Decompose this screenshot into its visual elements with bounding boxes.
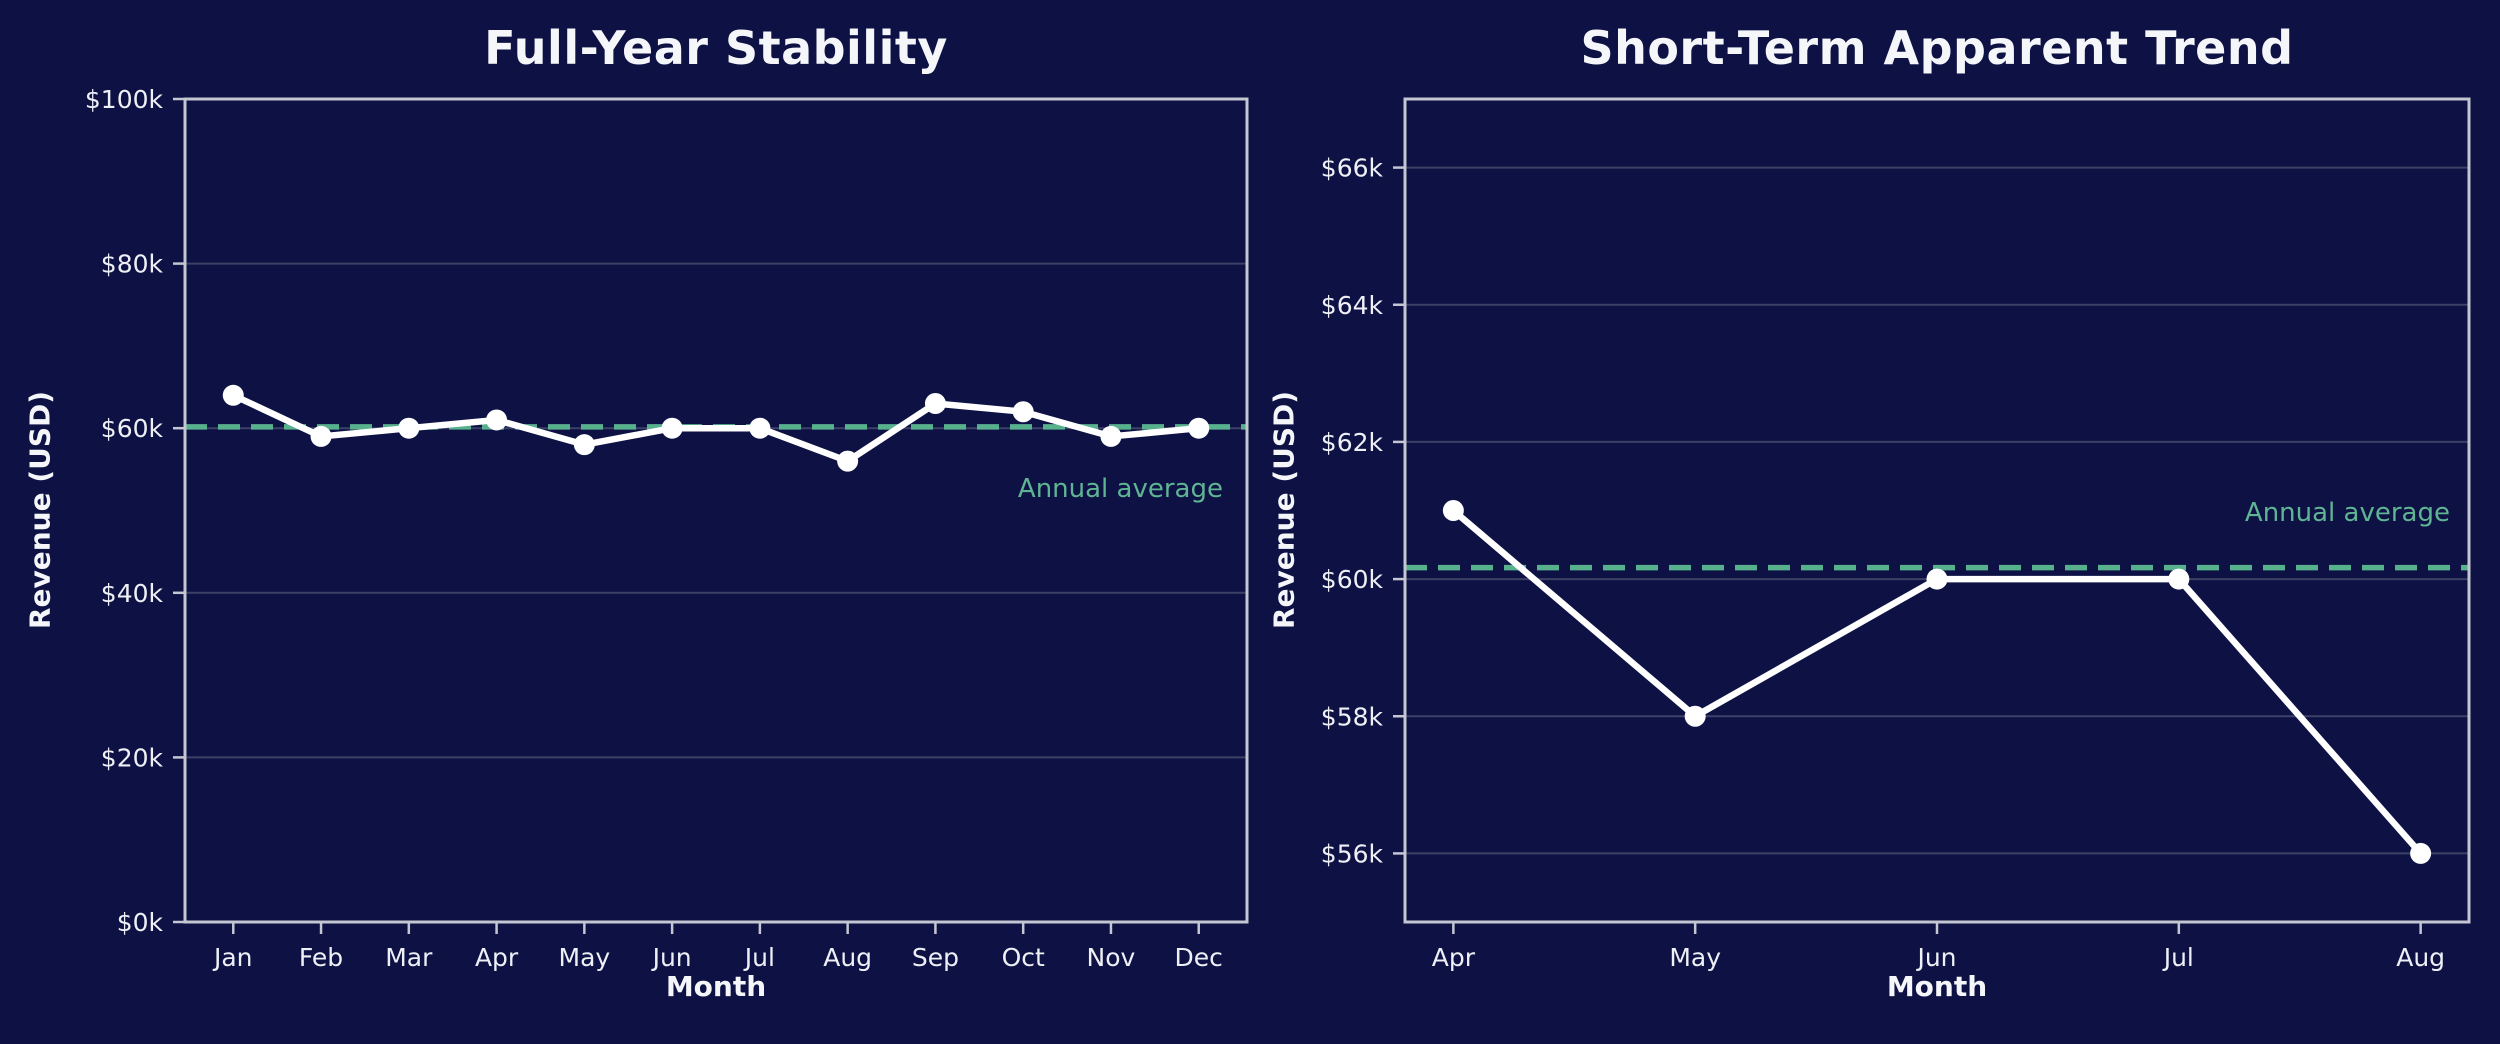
data-point-Nov [1100,425,1122,447]
data-point-Aug [837,450,859,472]
data-point-Jun [1926,568,1948,590]
data-point-Apr [486,409,508,431]
revenue-line [1450,507,2424,857]
data-point-Mar [398,417,420,439]
x-tick-label: Jan [212,943,253,972]
chart-title: Short-Term Apparent Trend [1580,21,2294,75]
y-tick-label: $56k [1321,839,1384,868]
x-tick-label: May [559,943,611,972]
y-tick-label: $60k [1321,565,1384,594]
data-point-Jul [2168,568,2190,590]
x-tick-label: Jun [1915,943,1956,972]
x-tick-label: Jul [2162,943,2194,972]
revenue-line [230,392,1202,465]
x-tick-label: Dec [1175,943,1223,972]
x-tick-label: Feb [299,943,343,972]
y-tick-label: $62k [1321,428,1384,457]
x-tick-label: Jul [743,943,775,972]
x-tick-label: Aug [823,943,872,972]
data-point-Jan [222,384,244,406]
x-tick-label: Apr [1432,943,1476,972]
y-tick-label: $64k [1321,291,1384,320]
annual-average-annotation: Annual average [1017,474,1223,504]
y-tick-label: $40k [101,579,164,608]
x-tick-label: Sep [912,943,959,972]
data-point-Oct [1012,401,1034,423]
data-point-Apr [1442,500,1464,521]
y-tick-label: $100k [85,85,164,114]
x-axis-label: Month [1886,970,1988,1003]
plot-border [183,97,1249,924]
data-point-May [573,434,595,456]
x-tick-label: Apr [475,943,519,972]
x-tick-label: Oct [1002,943,1045,972]
data-point-Feb [310,425,332,447]
data-point-Jun [661,417,683,439]
x-tick-label: Nov [1087,943,1136,972]
chart-title: Full-Year Stability [484,21,948,75]
y-tick-label: $66k [1321,154,1384,183]
data-point-Sep [924,393,946,415]
y-tick-label: $80k [101,250,164,279]
x-tick-label: May [1669,943,1721,972]
data-point-Dec [1188,417,1210,439]
y-tick-label: $60k [101,414,164,443]
y-tick-label: $0k [117,908,164,937]
data-point-May [1684,705,1706,727]
y-tick-label: $58k [1321,702,1384,731]
annual-average-annotation: Annual average [2244,498,2450,528]
data-point-Aug [2410,842,2432,864]
x-tick-label: Jun [651,943,692,972]
data-point-Jul [749,417,771,439]
y-tick-label: $20k [101,743,164,772]
x-axis-label: Month [665,970,767,1003]
plot-border [1403,97,2471,924]
x-tick-label: Mar [385,943,433,972]
x-tick-label: Aug [2396,943,2445,972]
